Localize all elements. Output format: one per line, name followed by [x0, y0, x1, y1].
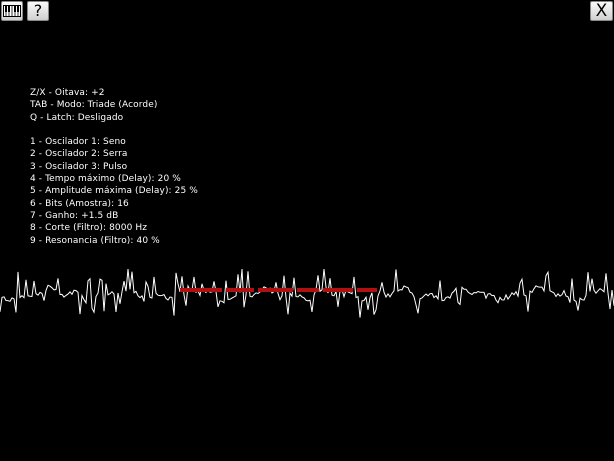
- close-button-label: X: [595, 0, 608, 21]
- help-button[interactable]: ?: [27, 1, 49, 21]
- delay-time-setting: 4 - Tempo máximo (Delay): 20 %: [30, 174, 181, 185]
- latch-setting: Q - Latch: Desligado: [30, 112, 124, 123]
- oscillator-3-setting: 3 - Oscilador 3: Pulso: [30, 161, 128, 172]
- overlay-text-illegible: [180, 285, 380, 298]
- gain-setting: 7 - Ganho: +1.5 dB: [30, 210, 119, 221]
- waveform-line: [0, 268, 614, 318]
- close-button[interactable]: X: [590, 1, 613, 21]
- oscillator-1-setting: 1 - Oscilador 1: Seno: [30, 137, 126, 148]
- spacer: [30, 124, 198, 136]
- octave-setting: Z/X - Oitava: +2: [30, 88, 105, 98]
- resonance-setting: 9 - Resonancia (Filtro): 40 %: [30, 235, 160, 246]
- settings-info-panel: Z/X - Oitava: +2 TAB - Modo: Triade (Aco…: [30, 87, 198, 247]
- help-button-label: ?: [33, 1, 43, 20]
- mode-setting: TAB - Modo: Triade (Acorde): [30, 100, 158, 111]
- oscillator-2-setting: 2 - Oscilador 2: Serra: [30, 149, 128, 160]
- cutoff-setting: 8 - Corte (Filtro): 8000 Hz: [30, 223, 148, 234]
- waveform-display: [0, 268, 614, 318]
- piano-keys-icon: [3, 5, 21, 17]
- delay-amplitude-setting: 5 - Amplitude máxima (Delay): 25 %: [30, 186, 198, 197]
- keyboard-button[interactable]: [1, 1, 23, 21]
- bits-setting: 6 - Bits (Amostra): 16: [30, 198, 129, 209]
